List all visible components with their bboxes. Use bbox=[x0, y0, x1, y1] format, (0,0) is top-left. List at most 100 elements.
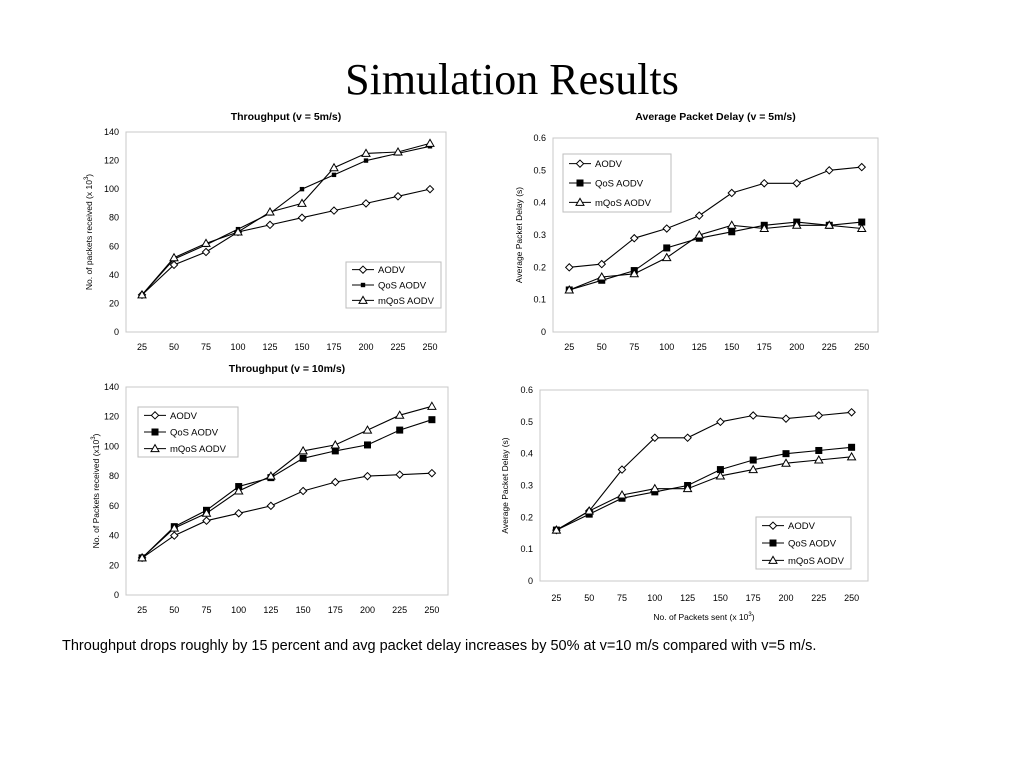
chart-title: Throughput (v = 5m/s) bbox=[231, 111, 342, 123]
data-point-triangle bbox=[781, 458, 791, 467]
series-line-diamond bbox=[141, 188, 431, 296]
data-point-square bbox=[858, 218, 866, 226]
data-point-diamond bbox=[201, 247, 211, 257]
y-axis-label-exponent: 3 bbox=[91, 436, 97, 440]
x-tick-label: 50 bbox=[169, 605, 179, 615]
data-point-triangle bbox=[856, 223, 867, 233]
data-point-diamond bbox=[824, 166, 834, 175]
data-point-triangle bbox=[748, 464, 759, 474]
x-axis-label-text: No. of Packets sent (x 10 bbox=[653, 612, 748, 622]
data-point-diamond bbox=[617, 465, 627, 474]
y-tick-label: 100 bbox=[104, 441, 119, 451]
x-tick-label: 100 bbox=[230, 342, 245, 352]
data-point-square bbox=[749, 456, 757, 464]
data-point-smallsquare bbox=[299, 186, 305, 192]
series-line-square bbox=[556, 446, 852, 531]
x-tick-label: 50 bbox=[597, 342, 607, 352]
data-point-diamond bbox=[330, 477, 340, 487]
x-tick-label: 125 bbox=[262, 342, 277, 352]
data-point-diamond bbox=[857, 162, 867, 172]
data-point-diamond bbox=[694, 211, 704, 220]
x-tick-label: 175 bbox=[746, 593, 761, 603]
packet-delay-5ms-chart: Average Packet Delay (v = 5m/s) 0 0.1 0.2 0.… bbox=[514, 111, 879, 352]
x-tick-label: 25 bbox=[551, 593, 561, 603]
y-tick-label: 20 bbox=[109, 560, 119, 570]
x-tick-label: 250 bbox=[844, 593, 859, 603]
legend-marker-triangle bbox=[150, 443, 160, 453]
legend-entry: mQoS AODV bbox=[170, 444, 227, 455]
y-tick-label: 40 bbox=[109, 531, 119, 541]
legend-entry: QoS AODV bbox=[788, 539, 837, 550]
legend-marker-diamond bbox=[768, 521, 778, 530]
data-point-diamond bbox=[597, 259, 607, 269]
y-tick-label: 0.4 bbox=[533, 198, 546, 208]
data-point-triangle bbox=[201, 508, 212, 517]
x-tick-label: 75 bbox=[629, 342, 639, 352]
series-line-triangle bbox=[569, 224, 862, 291]
data-point-triangle bbox=[361, 148, 371, 157]
data-point-square bbox=[663, 244, 671, 252]
y-tick-label: 60 bbox=[109, 241, 119, 251]
y-axis-label-exponent: 3 bbox=[84, 176, 90, 180]
data-point-diamond bbox=[265, 220, 275, 230]
data-point-smallsquare bbox=[363, 158, 369, 163]
data-point-diamond bbox=[683, 433, 692, 443]
data-point-diamond bbox=[716, 417, 725, 427]
data-point-square bbox=[396, 426, 404, 434]
y-tick-label: 0.1 bbox=[533, 295, 546, 305]
data-point-triangle bbox=[661, 252, 672, 262]
packet-delay-10ms-chart: 0 0.1 0.2 0.3 0.4 0.5 0.6 25 50 75 100 125 150 175 200… bbox=[500, 385, 869, 622]
y-tick-label: 0.5 bbox=[520, 417, 533, 427]
x-tick-label: 125 bbox=[680, 593, 695, 603]
data-point-triangle bbox=[137, 289, 147, 299]
y-tick-label: 80 bbox=[109, 213, 119, 223]
throughput-10ms-chart: Throughput (v = 10m/s) 0 20 40 60 80 100 120 140… bbox=[91, 363, 449, 615]
y-tick-label: 140 bbox=[104, 127, 119, 137]
x-tick-label: 225 bbox=[390, 342, 405, 352]
data-point-diamond bbox=[329, 206, 339, 215]
x-tick-label: 200 bbox=[789, 342, 804, 352]
data-point-triangle bbox=[266, 471, 276, 480]
y-tick-label: 0.5 bbox=[533, 165, 546, 175]
slide-caption: Throughput drops roughly by 15 percent a… bbox=[62, 638, 817, 654]
y-tick-label: 40 bbox=[109, 270, 119, 280]
legend-marker-square bbox=[151, 428, 159, 436]
data-point-diamond bbox=[662, 224, 672, 233]
x-tick-label: 75 bbox=[201, 342, 211, 352]
legend-entry: mQoS AODV bbox=[378, 296, 435, 307]
data-point-diamond bbox=[202, 516, 211, 526]
legend-entry: QoS AODV bbox=[170, 428, 219, 439]
y-axis-label: No. of Packets received (x103) bbox=[91, 433, 101, 548]
data-point-triangle bbox=[629, 268, 640, 278]
legend-entry: AODV bbox=[595, 159, 623, 170]
y-axis-label: Average Packet Delay (s) bbox=[514, 187, 524, 283]
data-point-diamond bbox=[363, 471, 372, 481]
y-tick-label: 0 bbox=[541, 327, 546, 337]
y-tick-label: 0 bbox=[114, 590, 119, 600]
y-axis-label-text: No. of packets received (x 10 bbox=[84, 180, 94, 290]
data-point-square bbox=[299, 454, 307, 462]
legend-entry: AODV bbox=[170, 411, 198, 422]
data-point-triangle bbox=[265, 206, 275, 216]
legend-marker-smallsquare bbox=[360, 282, 366, 288]
series-line-diamond bbox=[141, 472, 432, 559]
data-point-triangle bbox=[137, 552, 147, 562]
x-tick-label: 175 bbox=[757, 342, 772, 352]
chart-title: Throughput (v = 10m/s) bbox=[229, 363, 345, 375]
data-point-triangle bbox=[551, 525, 562, 534]
data-point-triangle bbox=[393, 146, 403, 156]
y-tick-label: 80 bbox=[109, 471, 119, 481]
y-tick-label: 0.6 bbox=[533, 133, 546, 143]
data-point-triangle bbox=[425, 138, 435, 147]
x-tick-label: 150 bbox=[294, 342, 309, 352]
x-tick-label: 225 bbox=[822, 342, 837, 352]
x-tick-label: 250 bbox=[422, 342, 437, 352]
y-tick-label: 0.2 bbox=[533, 262, 546, 272]
data-point-triangle bbox=[824, 220, 835, 229]
x-tick-label: 200 bbox=[360, 605, 375, 615]
data-point-diamond bbox=[781, 414, 791, 423]
data-point-diamond bbox=[847, 407, 856, 417]
data-point-diamond bbox=[792, 178, 802, 188]
legend-marker-diamond bbox=[358, 265, 368, 274]
data-point-triangle bbox=[330, 439, 341, 449]
